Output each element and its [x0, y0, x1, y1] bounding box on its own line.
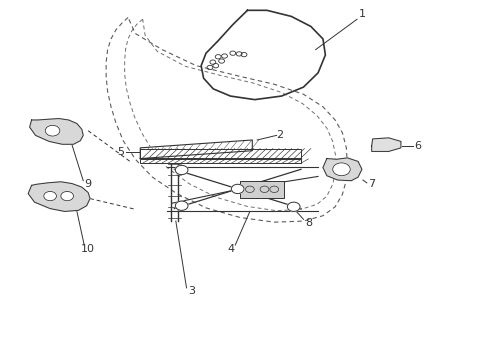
Text: 8: 8: [305, 218, 312, 228]
Circle shape: [44, 192, 56, 201]
Polygon shape: [372, 138, 401, 152]
Circle shape: [231, 184, 244, 194]
Text: 1: 1: [358, 9, 366, 18]
Polygon shape: [28, 182, 90, 211]
Circle shape: [61, 192, 74, 201]
Bar: [240, 181, 284, 198]
Text: 2: 2: [276, 130, 284, 140]
Polygon shape: [30, 118, 83, 144]
Text: 6: 6: [415, 141, 421, 151]
Text: 5: 5: [117, 147, 124, 157]
Circle shape: [175, 165, 188, 175]
Text: 3: 3: [188, 287, 195, 296]
Text: 10: 10: [81, 244, 95, 253]
Bar: [140, 159, 301, 163]
Text: 7: 7: [368, 179, 375, 189]
Circle shape: [45, 125, 60, 136]
Text: 4: 4: [228, 244, 235, 253]
Circle shape: [333, 163, 350, 176]
Polygon shape: [140, 140, 252, 158]
Bar: [140, 149, 301, 158]
Polygon shape: [323, 158, 362, 181]
Circle shape: [175, 201, 188, 210]
Circle shape: [288, 202, 300, 211]
Text: 9: 9: [85, 179, 92, 189]
